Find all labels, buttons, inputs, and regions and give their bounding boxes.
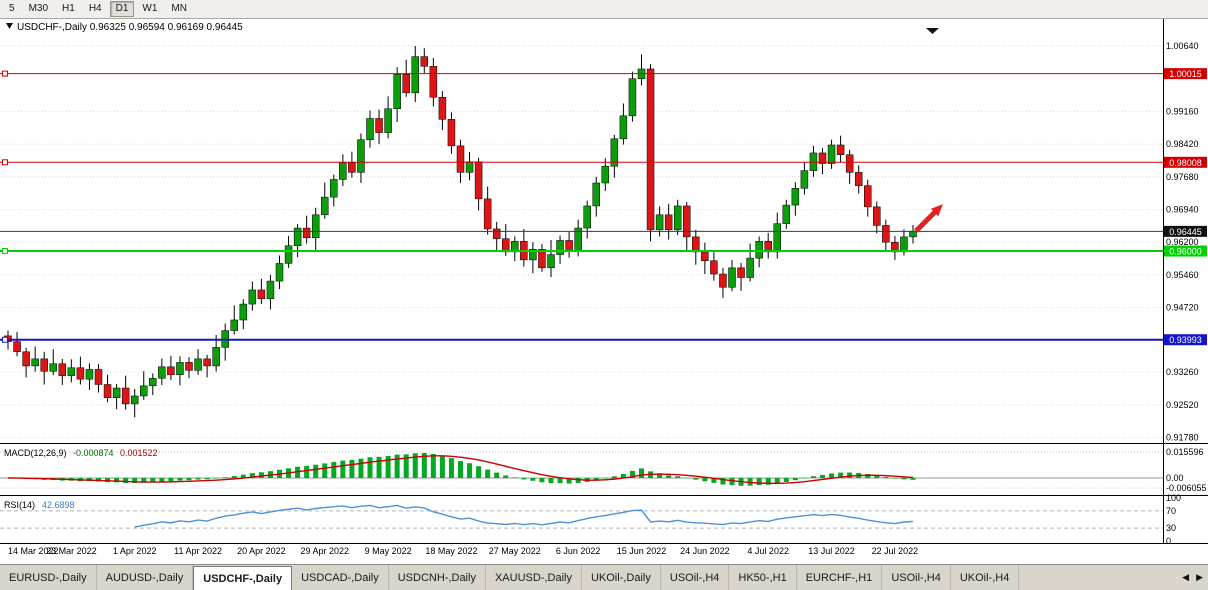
hline-marker[interactable]: [2, 70, 8, 77]
macd-value-main: -0.000874: [73, 448, 114, 458]
candlesticks: [4, 46, 917, 418]
chart-tab-0-eurusd[interactable]: EURUSD-,Daily: [0, 565, 97, 590]
hline-marker[interactable]: [2, 159, 8, 166]
price-axis-label: 0.94720: [1166, 303, 1199, 313]
price-axis-label: 0.96940: [1166, 205, 1199, 215]
rsi-axis-label: 0: [1166, 536, 1171, 546]
date-axis-label: 1 Apr 2022: [113, 546, 157, 556]
macd-value-signal: 0.001522: [120, 448, 158, 458]
price-badge-label: 0.98008: [1169, 158, 1202, 168]
price-badge: [1164, 156, 1207, 168]
date-axis-label: 14 Mar 2022: [8, 546, 59, 556]
timeframe-button-h4[interactable]: H4: [88, 3, 102, 14]
rsi-value: 42.6898: [42, 500, 75, 510]
date-axis-label: 9 May 2022: [365, 546, 412, 556]
date-axis-label: 29 Apr 2022: [300, 546, 349, 556]
price-badge-label: 1.00015: [1169, 69, 1202, 79]
horizontal-lines: [0, 70, 1163, 343]
hline-marker[interactable]: [2, 248, 8, 255]
date-axis-label: 23 Mar 2022: [46, 546, 97, 556]
timeframe-button-5[interactable]: 5: [9, 3, 15, 14]
price-axis-label: 0.96200: [1166, 237, 1199, 247]
price-axis-label: 0.95460: [1166, 270, 1199, 280]
macd-histogram: [5, 452, 916, 486]
date-axis-label: 13 Jul 2022: [808, 546, 855, 556]
price-badge-label: 0.93993: [1169, 335, 1202, 345]
rsi-axis-label: 100: [1166, 493, 1181, 503]
price-axis-label: 0.92520: [1166, 400, 1199, 410]
date-axis-label: 4 Jul 2022: [747, 546, 789, 556]
macd-axis-label: -0.006055: [1166, 483, 1207, 493]
timeframe-button-d1[interactable]: D1: [109, 1, 135, 17]
price-badge-label: 0.96000: [1169, 247, 1202, 257]
up-arrow-annotation[interactable]: [914, 204, 943, 233]
hline-marker[interactable]: [2, 336, 8, 343]
price-badge: [1164, 334, 1207, 346]
tabs-scroll-controls: ◀ ▶: [1177, 565, 1208, 590]
date-axis-label: 6 Jun 2022: [556, 546, 601, 556]
rsi-line: [134, 504, 914, 528]
chart-tab-7-usoil[interactable]: USOil-,H4: [661, 565, 730, 590]
price-axis-label: 0.97680: [1166, 172, 1199, 182]
timeframe-button-h1[interactable]: H1: [62, 3, 75, 14]
timeframe-button-w1[interactable]: W1: [142, 3, 158, 14]
price-axis-label: 0.91780: [1166, 433, 1199, 443]
rsi-axis-label: 70: [1166, 506, 1176, 516]
chart-tab-3-usdcad[interactable]: USDCAD-,Daily: [292, 565, 389, 590]
chart-tab-4-usdcnh[interactable]: USDCNH-,Daily: [389, 565, 486, 590]
chart-tab-2-usdchf[interactable]: USDCHF-,Daily: [193, 566, 293, 590]
date-axis-label: 11 Apr 2022: [174, 546, 222, 556]
macd-axis-label: 0.00: [1166, 473, 1184, 483]
price-axis-label: 0.99160: [1166, 106, 1199, 116]
price-axis-label: 1.00640: [1166, 41, 1199, 51]
chart-tab-1-audusd[interactable]: AUDUSD-,Daily: [97, 565, 194, 590]
price-badge: [1164, 225, 1207, 237]
date-axis-label: 18 May 2022: [425, 546, 477, 556]
timeframe-button-m30[interactable]: M30: [28, 3, 49, 14]
rsi-axis-label: 30: [1166, 523, 1176, 533]
chart-tabs: EURUSD-,Daily AUDUSD-,Daily USDCHF-,Daily U…: [0, 565, 1177, 590]
tabs-scroll-right-icon[interactable]: ▶: [1196, 572, 1203, 582]
chart-tab-9-eurchf[interactable]: EURCHF-,H1: [797, 565, 883, 590]
chart-tab-5-xauusd[interactable]: XAUUSD-,Daily: [486, 565, 582, 590]
chart-tab-11-ukoil[interactable]: UKOil-,H4: [951, 565, 1020, 590]
price-axis-label: 0.98420: [1166, 139, 1199, 149]
macd-signal-line: [7, 455, 914, 485]
price-axis-label: 0.93260: [1166, 367, 1199, 377]
price-chart-canvas[interactable]: 1.00640 0.99160 0.98420 0.97680 0.96940 0.962…: [0, 19, 1208, 564]
symbol-dropdown-icon[interactable]: [6, 23, 13, 29]
macd-axis-label: 0.015596: [1166, 447, 1204, 457]
price-badge: [1164, 68, 1207, 80]
price-badge-label: 0.96445: [1169, 227, 1202, 237]
date-axis-label: 15 Jun 2022: [617, 546, 667, 556]
timeframe-toolbar: 5 M30 H1 H4 D1 W1 MN: [0, 0, 1208, 19]
chart-tab-10-usoil[interactable]: USOil-,H4: [882, 565, 951, 590]
chart-shift-marker-icon[interactable]: [926, 28, 939, 34]
date-axis-label: 24 Jun 2022: [680, 546, 730, 556]
chart-area[interactable]: 1.00640 0.99160 0.98420 0.97680 0.96940 0.962…: [0, 19, 1208, 564]
timeframe-button-mn[interactable]: MN: [171, 3, 187, 14]
price-gridlines: [0, 45, 1163, 439]
date-axis-label: 27 May 2022: [489, 546, 541, 556]
chart-title-ohlc: USDCHF-,Daily 0.96325 0.96594 0.96169 0.…: [17, 22, 243, 33]
chart-tab-6-ukoil[interactable]: UKOil-,Daily: [582, 565, 661, 590]
tabs-scroll-left-icon[interactable]: ◀: [1182, 572, 1190, 582]
price-badge: [1164, 245, 1207, 257]
macd-label: MACD(12,26,9): [4, 448, 67, 458]
chart-tab-8-hk50[interactable]: HK50-,H1: [729, 565, 797, 590]
rsi-label: RSI(14): [4, 500, 35, 510]
chart-tabs-bar: EURUSD-,Daily AUDUSD-,Daily USDCHF-,Daily U…: [0, 564, 1208, 590]
date-axis-label: 20 Apr 2022: [237, 546, 286, 556]
date-axis-label: 22 Jul 2022: [872, 546, 919, 556]
